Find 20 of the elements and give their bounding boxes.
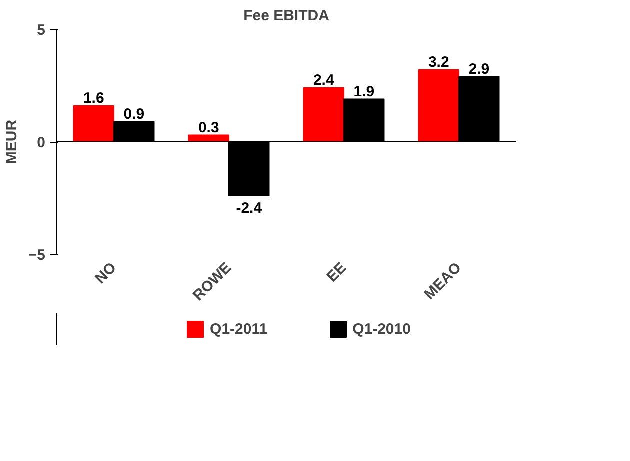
y-tick-label: −5 — [28, 247, 46, 264]
chart-title: Fee EBITDA — [244, 8, 330, 24]
bar — [303, 88, 344, 142]
legend-label: Q1-2010 — [352, 320, 411, 338]
data-label: -2.4 — [236, 200, 263, 217]
y-tick-label: 0 — [37, 134, 46, 152]
y-tick-label: 5 — [37, 22, 46, 39]
bar — [73, 106, 114, 142]
legend-label: Q1-2011 — [210, 320, 268, 338]
y-axis-title: MEUR — [3, 120, 20, 164]
x-tick-label: NO — [92, 259, 120, 288]
data-label: 2.9 — [468, 60, 490, 78]
bar — [418, 70, 460, 142]
data-label: 0.3 — [198, 119, 220, 136]
data-label: 3.2 — [428, 54, 450, 71]
data-label: 0.9 — [124, 106, 145, 123]
data-label: 1.9 — [354, 83, 375, 100]
data-label: 2.4 — [313, 72, 335, 89]
x-tick-label: EE — [324, 259, 350, 286]
data-label: 1.6 — [83, 90, 104, 107]
